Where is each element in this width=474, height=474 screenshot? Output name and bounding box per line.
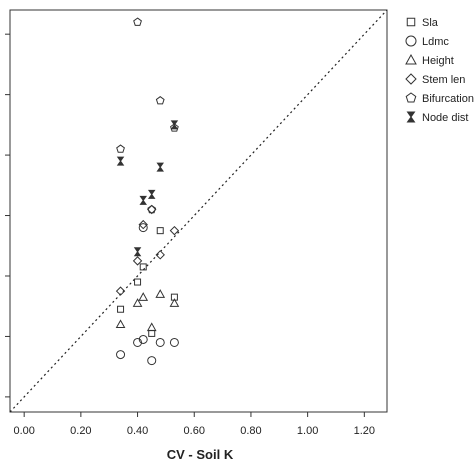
- point-ldmc: [133, 337, 143, 347]
- point-height: [169, 298, 180, 307]
- x-tick-label: 1.20: [354, 425, 375, 437]
- legend-marker-node-dist: [406, 111, 416, 123]
- legend-marker-stem-len: [405, 73, 417, 85]
- point-height: [146, 322, 157, 332]
- point-stem-len: [115, 286, 126, 296]
- point-stem-len: [155, 250, 165, 260]
- x-tick-label: 0.60: [184, 425, 205, 437]
- x-tick-label: 0.80: [240, 425, 261, 437]
- point-sla: [139, 263, 147, 271]
- legend-label-stem-len: Stem len: [422, 74, 465, 86]
- point-height: [155, 289, 166, 298]
- legend: Sla Ldmc Height Stem len Bifurcation Node dis…: [405, 17, 474, 124]
- point-stem-len: [169, 225, 180, 236]
- point-node-dist: [139, 195, 147, 205]
- x-tick-label: 0.00: [13, 425, 34, 437]
- point-stem-len: [138, 219, 148, 230]
- point-ldmc: [138, 223, 148, 233]
- x-tick-label: 1.00: [297, 425, 318, 437]
- legend-label-sla: Sla: [422, 17, 439, 29]
- point-height: [115, 319, 126, 329]
- point-stem-len: [132, 256, 143, 266]
- legend-marker-bifurcation: [405, 92, 417, 103]
- point-stem-len: [147, 204, 157, 215]
- point-bifurcation: [133, 17, 142, 26]
- point-node-dist: [147, 189, 156, 199]
- legend-marker-ldmc: [405, 35, 417, 47]
- legend-label-height: Height: [422, 55, 454, 67]
- reference-line: [9, 9, 388, 413]
- point-ldmc: [116, 350, 126, 360]
- point-ldmc: [155, 337, 165, 347]
- point-height: [132, 298, 143, 307]
- point-ldmc: [169, 337, 179, 347]
- x-axis-label: CV - Soil K: [167, 447, 234, 462]
- point-node-dist: [133, 247, 142, 257]
- legend-label-bifurcation: Bifurcation: [422, 93, 474, 105]
- legend-marker-sla: [406, 17, 416, 27]
- point-ldmc: [138, 334, 148, 344]
- point-bifurcation: [155, 96, 165, 105]
- plot-area: 0.00 0.20 0.40 0.60 0.80 1.00 1.20: [5, 9, 388, 437]
- point-sla: [156, 227, 164, 235]
- plot-frame: [9, 9, 388, 413]
- point-node-dist: [116, 156, 125, 166]
- point-node-dist: [156, 162, 164, 172]
- x-tick-label: 0.20: [70, 425, 91, 437]
- point-sla: [148, 329, 156, 337]
- legend-label-ldmc: Ldmc: [422, 36, 449, 48]
- point-sla: [134, 278, 142, 286]
- x-tick-label: 0.40: [127, 425, 148, 437]
- legend-marker-height: [405, 53, 417, 65]
- point-node-dist: [170, 120, 179, 130]
- point-bifurcation: [116, 144, 125, 153]
- point-sla: [117, 305, 125, 313]
- legend-label-node-dist: Node dist: [422, 112, 468, 124]
- point-ldmc: [147, 356, 157, 366]
- point-bifurcation: [147, 204, 157, 214]
- point-height: [138, 292, 149, 301]
- point-bifurcation: [170, 123, 179, 132]
